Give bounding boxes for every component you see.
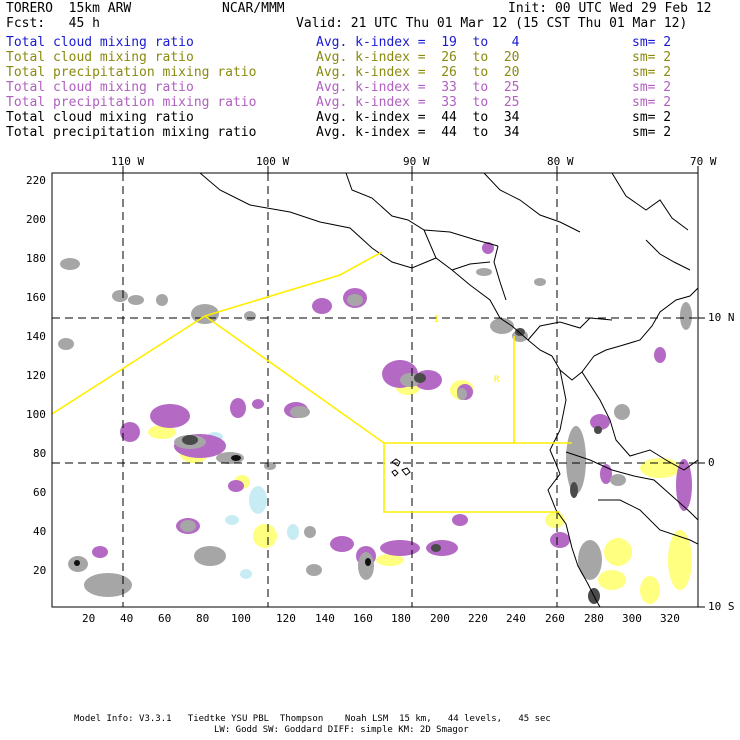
x-tick-label: 60: [158, 612, 172, 625]
y-tick-label: 40: [33, 525, 47, 538]
yellow-patches: [110, 380, 692, 604]
x-tick-label: 120: [276, 612, 296, 625]
legend-kindex: Avg. k-index = 44 to 34: [316, 110, 520, 125]
x-tick-label: 140: [315, 612, 335, 625]
x-tick-label: 40: [120, 612, 134, 625]
legend-kindex: Avg. k-index = 19 to 4: [316, 35, 520, 50]
gray-patches: [58, 258, 692, 597]
legend-field: Total cloud mixing ratio: [6, 80, 194, 95]
valid-time: Valid: 21 UTC Thu 01 Mar 12 (15 CST Thu …: [296, 16, 688, 31]
y-tick-label: 200: [26, 213, 46, 226]
legend-field: Total precipitation mixing ratio: [6, 65, 257, 80]
x-tick-label: 100: [231, 612, 251, 625]
legend-kindex: Avg. k-index = 33 to 25: [316, 80, 520, 95]
y-tick-label: 220: [26, 174, 46, 187]
init-time: Init: 00 UTC Wed 29 Feb 12: [508, 1, 712, 16]
region-outlines: [52, 251, 572, 513]
coastlines: [199, 173, 698, 607]
y-tick-label: 100: [26, 408, 46, 421]
graticule: [52, 173, 698, 607]
y-tick-label: 80: [33, 447, 47, 460]
x-tick-label: 160: [353, 612, 373, 625]
y-tick-label: 160: [26, 291, 46, 304]
lon-label: 100 W: [256, 155, 290, 168]
dark-patches: [182, 328, 602, 604]
organization: NCAR/MMM: [222, 1, 285, 16]
legend-smoothing: sm= 2: [632, 65, 672, 80]
x-tick-label: 280: [584, 612, 604, 625]
x-tick-label: 200: [430, 612, 450, 625]
legend-smoothing: sm= 2: [632, 95, 672, 110]
legend-kindex: Avg. k-index = 44 to 34: [316, 125, 520, 140]
legend-kindex: Avg. k-index = 26 to 20: [316, 50, 520, 65]
x-tick-label: 80: [196, 612, 210, 625]
x-tick-label: 300: [622, 612, 642, 625]
legend-field: Total precipitation mixing ratio: [6, 95, 257, 110]
lon-label: 80 W: [547, 155, 574, 168]
legend-smoothing: sm= 2: [632, 80, 672, 95]
map-fields: [52, 173, 698, 607]
region-label-r: R: [494, 375, 500, 385]
legend-field: Total cloud mixing ratio: [6, 110, 194, 125]
legend-smoothing: sm= 2: [632, 110, 672, 125]
y-tick-label: 60: [33, 486, 47, 499]
legend-field: Total cloud mixing ratio: [6, 50, 194, 65]
lon-label: 110 W: [111, 155, 145, 168]
y-tick-label: 180: [26, 252, 46, 265]
legend-kindex: Avg. k-index = 26 to 20: [316, 65, 520, 80]
legend-smoothing: sm= 2: [632, 50, 672, 65]
legend-field: Total precipitation mixing ratio: [6, 125, 257, 140]
lat-label: 10 S: [708, 600, 735, 613]
x-tick-label: 240: [506, 612, 526, 625]
x-tick-label: 320: [660, 612, 680, 625]
region-label-i: I: [434, 315, 439, 325]
lat-label: 10 N: [708, 311, 735, 324]
legend-kindex: Avg. k-index = 33 to 25: [316, 95, 520, 110]
x-tick-label: 180: [391, 612, 411, 625]
y-tick-label: 120: [26, 369, 46, 382]
model-info-line2: LW: Godd SW: Goddard DIFF: simple KM: 2D…: [214, 725, 469, 735]
forecast-hour: Fcst: 45 h: [6, 16, 100, 31]
model-info-line1: Model Info: V3.3.1 Tiedtke YSU PBL Thomp…: [74, 714, 551, 724]
y-tick-label: 140: [26, 330, 46, 343]
x-tick-label: 20: [82, 612, 96, 625]
legend-smoothing: sm= 2: [632, 35, 672, 50]
legend-field: Total cloud mixing ratio: [6, 35, 194, 50]
model-name: TORERO 15km ARW: [6, 1, 132, 16]
x-tick-label: 220: [468, 612, 488, 625]
lat-label: 0: [708, 456, 715, 469]
axis-ticks: [122, 166, 705, 608]
lon-label: 70 W: [690, 155, 717, 168]
x-tick-label: 260: [545, 612, 565, 625]
lon-label: 90 W: [403, 155, 430, 168]
map-frame: [51, 172, 699, 608]
black-patches: [74, 455, 371, 566]
y-tick-label: 20: [33, 564, 47, 577]
legend-smoothing: sm= 2: [632, 125, 672, 140]
